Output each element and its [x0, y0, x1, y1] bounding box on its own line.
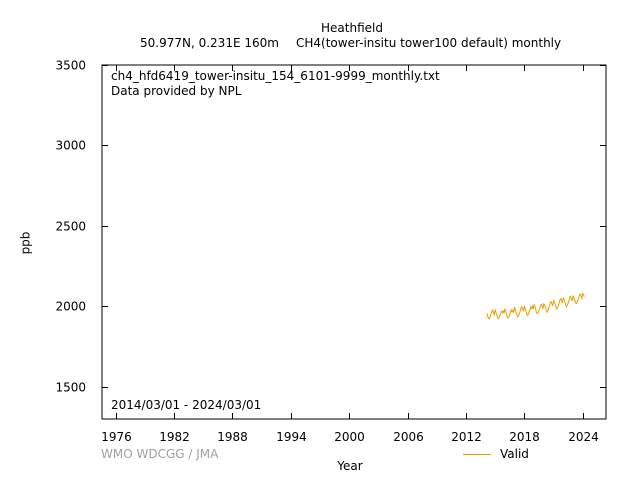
station-coordinates: 50.977N, 0.231E 160m	[140, 36, 279, 50]
y-axis-label: ppb	[18, 231, 33, 255]
y-tick-label: 2000	[55, 300, 86, 314]
y-tick-label: 3500	[55, 59, 86, 73]
x-tick-label: 2012	[451, 430, 482, 444]
y-tick-label: 1500	[55, 381, 86, 395]
y-tick-label: 2500	[55, 220, 86, 234]
data-period: 2014/03/01 - 2024/03/01	[111, 398, 262, 412]
x-tick-label: 2018	[509, 430, 540, 444]
y-tick-label: 3000	[55, 139, 86, 153]
x-tick-label: 2024	[568, 430, 599, 444]
data-filename: ch4_hfd6419_tower-insitu_154_6101-9999_m…	[111, 69, 440, 83]
dataset-description: CH4(tower-insitu tower100 default) month…	[296, 36, 562, 50]
x-tick-label: 1994	[276, 430, 307, 444]
wdcgg-credit: WMO WDCGG / JMA	[101, 447, 219, 461]
data-provider: Data provided by NPL	[111, 84, 242, 98]
x-axis-label: Year	[337, 459, 363, 473]
x-tick-label: 2006	[393, 430, 424, 444]
x-tick-label: 1976	[101, 430, 132, 444]
plot-frame	[101, 64, 607, 420]
x-tick-label: 1988	[217, 430, 248, 444]
chart-title: Heathfield	[321, 21, 383, 35]
x-tick-label: 1982	[159, 430, 190, 444]
x-tick-label: 2000	[334, 430, 365, 444]
legend-label-valid: Valid	[500, 447, 529, 461]
series-line-valid	[486, 292, 585, 320]
